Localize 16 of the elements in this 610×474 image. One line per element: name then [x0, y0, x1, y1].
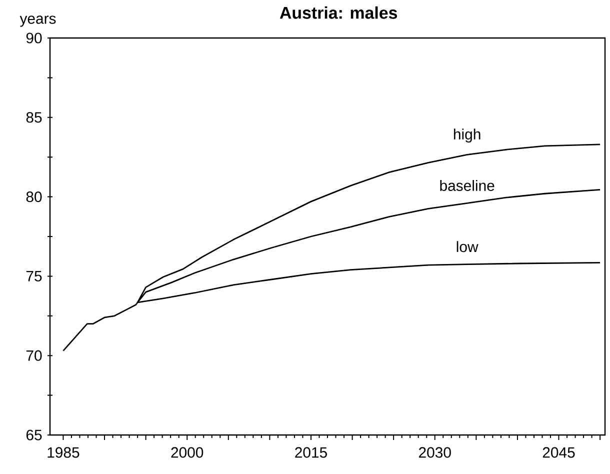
x-tick-label: 2030 — [419, 447, 451, 458]
y-tick-label: 85 — [26, 112, 42, 123]
x-tick-label: 2045 — [542, 447, 575, 458]
y-tick-label: 65 — [26, 430, 42, 440]
y-tick-label: 80 — [26, 192, 42, 202]
series-label: low — [456, 241, 478, 252]
chart-title: Austria: males — [280, 6, 398, 19]
y-axis-title: years — [20, 16, 56, 27]
x-tick-label: 1985 — [48, 447, 80, 458]
y-tick-label: 75 — [26, 270, 42, 282]
series-label: baseline — [440, 180, 494, 191]
y-tick-label: 90 — [26, 32, 42, 44]
x-tick-label: 2015 — [295, 447, 327, 458]
series-label: high — [454, 128, 480, 143]
y-tick-label: 70 — [26, 350, 42, 361]
x-tick-label: 2000 — [171, 447, 204, 458]
